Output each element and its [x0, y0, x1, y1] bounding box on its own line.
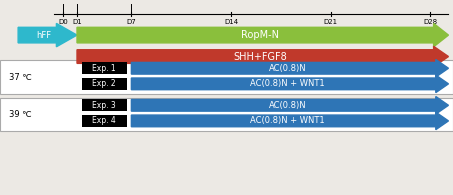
Text: D28: D28	[423, 19, 438, 25]
FancyArrow shape	[131, 112, 448, 130]
Text: hFF: hFF	[36, 31, 51, 40]
Text: AC(0.8)N: AC(0.8)N	[269, 64, 306, 73]
Text: D7: D7	[126, 19, 136, 25]
Bar	[82, 62, 127, 74]
Text: Exp. 3: Exp. 3	[92, 101, 116, 110]
Text: 39 ℃: 39 ℃	[9, 110, 32, 119]
Text: SHH+FGF8: SHH+FGF8	[233, 51, 287, 62]
FancyArrow shape	[131, 59, 448, 77]
Text: Exp. 1: Exp. 1	[92, 64, 116, 73]
FancyArrow shape	[18, 23, 77, 47]
FancyArrow shape	[131, 97, 448, 114]
Bar	[82, 99, 127, 111]
FancyArrow shape	[77, 46, 448, 67]
Text: AC(0.8)N + WNT1: AC(0.8)N + WNT1	[250, 79, 325, 88]
FancyArrow shape	[131, 75, 448, 93]
Bar	[0, 60, 453, 94]
Bar	[0, 98, 453, 131]
Text: 37 ℃: 37 ℃	[9, 73, 32, 82]
Bar	[82, 115, 127, 127]
Bar	[82, 78, 127, 90]
Text: D21: D21	[323, 19, 338, 25]
Text: AC(0.8)N: AC(0.8)N	[269, 101, 306, 110]
FancyArrow shape	[77, 23, 448, 47]
Text: D1: D1	[72, 19, 82, 25]
Text: D14: D14	[224, 19, 238, 25]
Text: RopM-N: RopM-N	[241, 30, 279, 40]
Text: Exp. 4: Exp. 4	[92, 116, 116, 125]
Text: D0: D0	[58, 19, 68, 25]
Text: Exp. 2: Exp. 2	[92, 79, 116, 88]
Text: AC(0.8)N + WNT1: AC(0.8)N + WNT1	[250, 116, 325, 125]
